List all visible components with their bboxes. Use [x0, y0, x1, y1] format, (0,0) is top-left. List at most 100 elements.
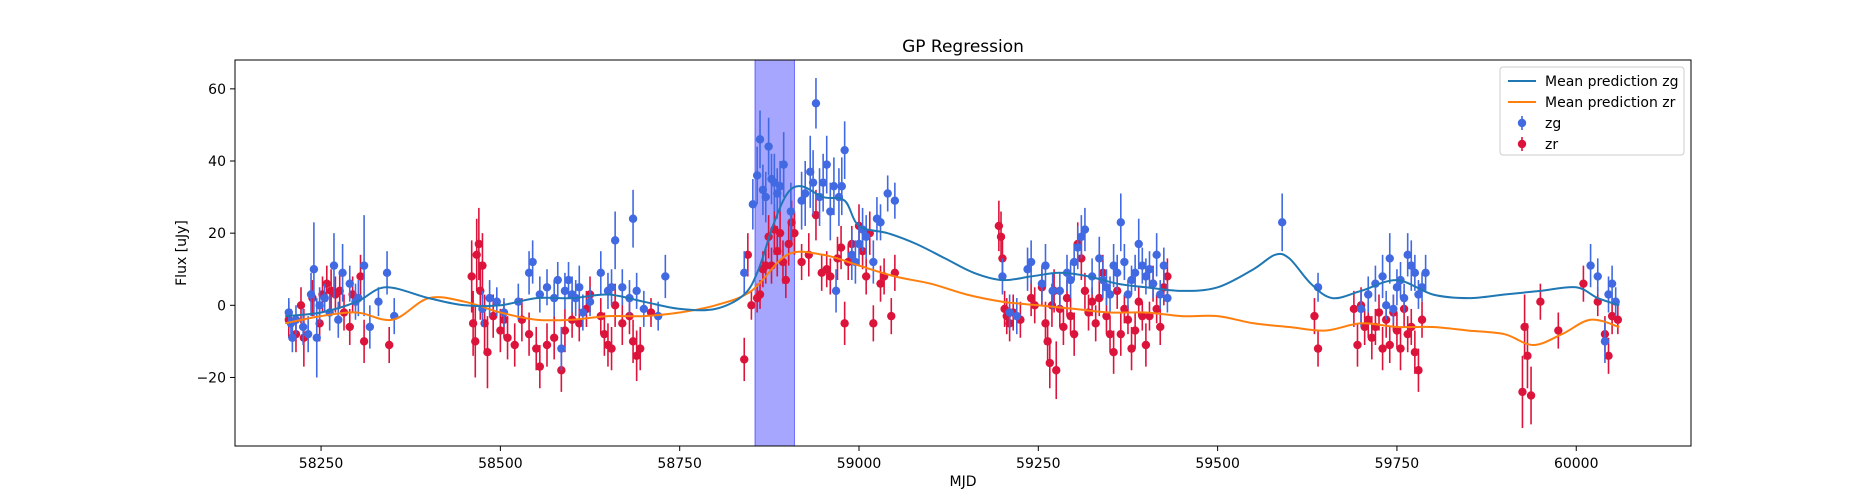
zg-point: [610, 236, 620, 245]
zg-point: [1407, 261, 1416, 270]
y-tick-label: −20: [196, 370, 226, 386]
plot-area: [284, 60, 1623, 446]
zr-point: [524, 329, 534, 339]
zg-point: [1105, 290, 1115, 299]
zg-point: [1037, 279, 1047, 288]
legend-label: zg: [1545, 116, 1561, 132]
zg-point: [382, 268, 392, 278]
zg-point: [1607, 279, 1617, 288]
y-axis-label: Flux [uJy]: [174, 220, 190, 286]
zr-point: [1130, 326, 1140, 335]
zg-point: [639, 304, 649, 314]
zg-point: [801, 189, 810, 198]
zg-point: [535, 290, 545, 299]
zg-point: [761, 192, 770, 202]
zg-point: [632, 286, 641, 296]
zr-point: [790, 228, 799, 238]
zg-point: [1127, 275, 1136, 285]
zr-point: [1138, 311, 1147, 321]
zg-point: [829, 182, 839, 191]
zr-point: [797, 257, 806, 267]
zr-point: [1127, 344, 1136, 353]
mean-prediction-zr-line: [285, 250, 1620, 347]
zg-point: [1077, 232, 1086, 241]
zr-point: [1367, 333, 1377, 342]
zg-point: [564, 275, 573, 285]
zr-point: [478, 261, 487, 270]
zg-point: [1026, 257, 1036, 267]
zg-point: [1116, 218, 1125, 227]
zg-point: [1109, 261, 1118, 270]
zg-point: [1102, 283, 1111, 292]
zr-point: [1062, 293, 1072, 303]
zr-point: [869, 319, 878, 328]
zr-point: [1152, 304, 1161, 314]
y-tick-label: 0: [217, 298, 226, 314]
zr-point: [1385, 340, 1394, 350]
zg-point: [998, 272, 1007, 281]
zg-point: [485, 293, 494, 303]
zr-point: [1080, 286, 1090, 296]
zr-point: [826, 272, 835, 281]
zg-point: [1073, 243, 1082, 252]
zr-point: [1123, 315, 1133, 324]
zr-point: [1364, 315, 1373, 324]
legend-label: Mean prediction zg: [1545, 74, 1679, 90]
zg-point: [1364, 290, 1373, 299]
zg-point: [1414, 290, 1423, 299]
zr-point: [607, 344, 616, 353]
zg-point: [752, 171, 762, 180]
zg-point: [528, 257, 537, 267]
zg-point: [826, 207, 835, 216]
legend: Mean prediction zg Mean prediction zr zg zr: [1499, 66, 1685, 156]
zg-point: [1148, 279, 1158, 288]
zg-point: [786, 207, 796, 216]
zg-series: [284, 78, 1620, 378]
zr-point: [1145, 311, 1154, 321]
x-tick-label: 59000: [837, 456, 882, 472]
zg-point: [585, 297, 595, 306]
x-tick-label: 59750: [1375, 456, 1420, 472]
zg-point: [1586, 261, 1595, 270]
x-tick-label: 60000: [1554, 456, 1599, 472]
x-tick-label: 59500: [1195, 456, 1240, 472]
zr-point: [1374, 308, 1384, 317]
zr-point: [1026, 293, 1036, 303]
zg-point: [1123, 290, 1133, 299]
zg-point: [618, 283, 627, 292]
zr-point: [1095, 293, 1104, 303]
zg-point: [345, 279, 354, 288]
zr-point: [618, 319, 627, 328]
x-tick-label: 59250: [1016, 456, 1061, 472]
zr-point: [1156, 322, 1165, 332]
zg-point: [1159, 261, 1169, 270]
zg-point: [329, 261, 339, 270]
zg-point: [1389, 304, 1398, 314]
zg-point: [1113, 268, 1122, 278]
zr-point: [345, 322, 354, 332]
zg-point: [338, 268, 347, 278]
zg-point: [779, 160, 788, 169]
zr-point: [1353, 340, 1362, 350]
zr-point: [610, 301, 620, 310]
zg-point: [1055, 286, 1065, 296]
zg-point: [524, 268, 534, 278]
zg-point: [1403, 250, 1412, 260]
zr-point: [532, 344, 541, 353]
zr-point: [1378, 344, 1387, 353]
zg-point: [1012, 311, 1021, 321]
zg-point: [298, 322, 308, 332]
zr-point: [743, 250, 753, 260]
zr-point: [467, 272, 476, 281]
zg-point: [1130, 268, 1140, 278]
zr-point: [510, 340, 519, 350]
zr-point: [356, 272, 365, 281]
zr-point: [1396, 344, 1405, 353]
zr-point: [1087, 297, 1097, 306]
zr-point: [1604, 351, 1613, 361]
zr-point: [549, 333, 559, 342]
zr-point: [474, 239, 484, 249]
zg-point: [808, 178, 818, 187]
zg-point: [861, 232, 871, 241]
